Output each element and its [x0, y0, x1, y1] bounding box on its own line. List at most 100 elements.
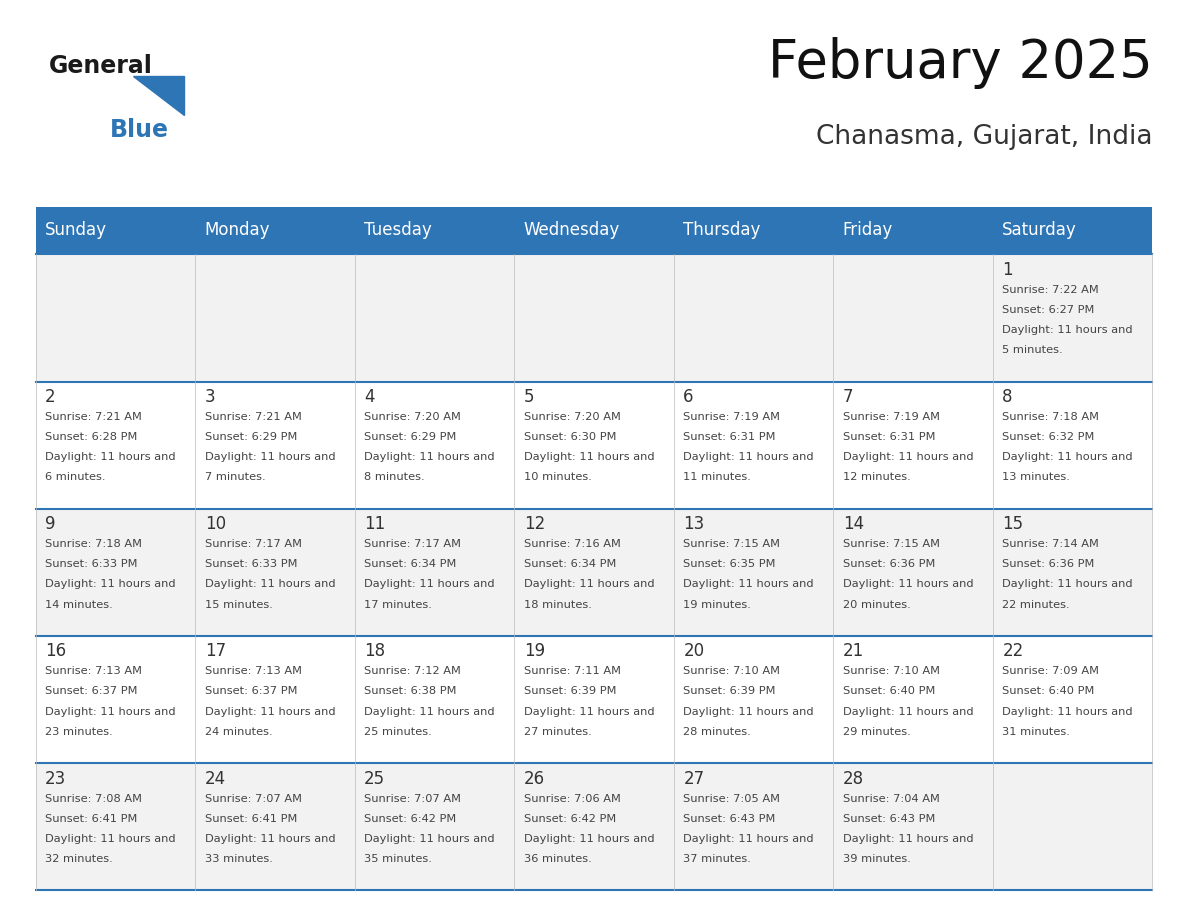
Text: 32 minutes.: 32 minutes.: [45, 854, 113, 864]
Text: Sunrise: 7:19 AM: Sunrise: 7:19 AM: [842, 412, 940, 421]
Text: Sunrise: 7:12 AM: Sunrise: 7:12 AM: [365, 666, 461, 677]
Text: February 2025: February 2025: [767, 37, 1152, 89]
Text: Sunrise: 7:07 AM: Sunrise: 7:07 AM: [204, 793, 302, 803]
Text: Sunrise: 7:04 AM: Sunrise: 7:04 AM: [842, 793, 940, 803]
Text: 2: 2: [45, 388, 56, 406]
Text: Daylight: 11 hours and: Daylight: 11 hours and: [524, 453, 655, 462]
Text: Sunset: 6:37 PM: Sunset: 6:37 PM: [204, 687, 297, 697]
Text: Sunrise: 7:10 AM: Sunrise: 7:10 AM: [842, 666, 940, 677]
Text: Friday: Friday: [842, 221, 893, 240]
Text: 13: 13: [683, 515, 704, 533]
Text: Sunrise: 7:07 AM: Sunrise: 7:07 AM: [365, 793, 461, 803]
Text: 9: 9: [45, 515, 56, 533]
Text: Sunrise: 7:08 AM: Sunrise: 7:08 AM: [45, 793, 143, 803]
Text: Sunset: 6:43 PM: Sunset: 6:43 PM: [683, 813, 776, 823]
Text: 19 minutes.: 19 minutes.: [683, 599, 751, 610]
Text: 5 minutes.: 5 minutes.: [1003, 345, 1063, 355]
Text: 19: 19: [524, 643, 545, 660]
Text: Sunset: 6:35 PM: Sunset: 6:35 PM: [683, 559, 776, 569]
Text: Sunrise: 7:11 AM: Sunrise: 7:11 AM: [524, 666, 621, 677]
Text: Sunset: 6:28 PM: Sunset: 6:28 PM: [45, 432, 138, 442]
Text: Sunrise: 7:06 AM: Sunrise: 7:06 AM: [524, 793, 620, 803]
Text: 36 minutes.: 36 minutes.: [524, 854, 592, 864]
Text: Sunset: 6:34 PM: Sunset: 6:34 PM: [365, 559, 456, 569]
Bar: [36, 207, 1152, 254]
Text: Daylight: 11 hours and: Daylight: 11 hours and: [524, 579, 655, 589]
Text: 29 minutes.: 29 minutes.: [842, 727, 910, 737]
Text: 24 minutes.: 24 minutes.: [204, 727, 272, 737]
Text: Daylight: 11 hours and: Daylight: 11 hours and: [365, 707, 495, 717]
Text: 17 minutes.: 17 minutes.: [365, 599, 432, 610]
Text: 31 minutes.: 31 minutes.: [1003, 727, 1070, 737]
Text: Daylight: 11 hours and: Daylight: 11 hours and: [524, 834, 655, 844]
Text: 13 minutes.: 13 minutes.: [1003, 473, 1070, 482]
Text: 28: 28: [842, 769, 864, 788]
Text: Saturday: Saturday: [1003, 221, 1078, 240]
Text: 12: 12: [524, 515, 545, 533]
Text: Sunrise: 7:16 AM: Sunrise: 7:16 AM: [524, 539, 620, 549]
Bar: [36, 382, 1152, 509]
Bar: [36, 763, 1152, 890]
Text: Sunset: 6:37 PM: Sunset: 6:37 PM: [45, 687, 138, 697]
Text: 14: 14: [842, 515, 864, 533]
Text: Wednesday: Wednesday: [524, 221, 620, 240]
Text: 15 minutes.: 15 minutes.: [204, 599, 272, 610]
Text: Sunday: Sunday: [45, 221, 107, 240]
Text: Sunset: 6:27 PM: Sunset: 6:27 PM: [1003, 305, 1094, 315]
Text: 35 minutes.: 35 minutes.: [365, 854, 432, 864]
Text: Sunrise: 7:09 AM: Sunrise: 7:09 AM: [1003, 666, 1099, 677]
Text: Sunrise: 7:18 AM: Sunrise: 7:18 AM: [45, 539, 143, 549]
Text: 27 minutes.: 27 minutes.: [524, 727, 592, 737]
Text: Sunset: 6:33 PM: Sunset: 6:33 PM: [204, 559, 297, 569]
Text: 12 minutes.: 12 minutes.: [842, 473, 910, 482]
Text: Daylight: 11 hours and: Daylight: 11 hours and: [842, 453, 973, 462]
Text: 27: 27: [683, 769, 704, 788]
Text: 21: 21: [842, 643, 864, 660]
Text: Daylight: 11 hours and: Daylight: 11 hours and: [45, 707, 176, 717]
Text: Daylight: 11 hours and: Daylight: 11 hours and: [204, 579, 335, 589]
Text: Sunset: 6:32 PM: Sunset: 6:32 PM: [1003, 432, 1094, 442]
Text: 4: 4: [365, 388, 374, 406]
Text: 22 minutes.: 22 minutes.: [1003, 599, 1070, 610]
Text: Sunset: 6:40 PM: Sunset: 6:40 PM: [1003, 687, 1094, 697]
Text: Daylight: 11 hours and: Daylight: 11 hours and: [365, 453, 495, 462]
Text: 6: 6: [683, 388, 694, 406]
Text: 7 minutes.: 7 minutes.: [204, 473, 265, 482]
Text: 17: 17: [204, 643, 226, 660]
Text: Sunrise: 7:10 AM: Sunrise: 7:10 AM: [683, 666, 781, 677]
Text: Monday: Monday: [204, 221, 270, 240]
Text: Sunset: 6:43 PM: Sunset: 6:43 PM: [842, 813, 935, 823]
Text: 20: 20: [683, 643, 704, 660]
Text: Daylight: 11 hours and: Daylight: 11 hours and: [365, 579, 495, 589]
Text: Daylight: 11 hours and: Daylight: 11 hours and: [1003, 325, 1133, 335]
Text: Sunset: 6:31 PM: Sunset: 6:31 PM: [842, 432, 935, 442]
Text: Sunset: 6:36 PM: Sunset: 6:36 PM: [842, 559, 935, 569]
Text: Daylight: 11 hours and: Daylight: 11 hours and: [683, 579, 814, 589]
Text: Sunrise: 7:20 AM: Sunrise: 7:20 AM: [524, 412, 620, 421]
Text: 11: 11: [365, 515, 385, 533]
Text: Sunset: 6:29 PM: Sunset: 6:29 PM: [365, 432, 456, 442]
Text: 25: 25: [365, 769, 385, 788]
Text: Sunrise: 7:20 AM: Sunrise: 7:20 AM: [365, 412, 461, 421]
Text: 37 minutes.: 37 minutes.: [683, 854, 751, 864]
Text: Daylight: 11 hours and: Daylight: 11 hours and: [1003, 453, 1133, 462]
Text: Thursday: Thursday: [683, 221, 760, 240]
Text: Daylight: 11 hours and: Daylight: 11 hours and: [204, 707, 335, 717]
Bar: [36, 636, 1152, 763]
Text: Sunset: 6:29 PM: Sunset: 6:29 PM: [204, 432, 297, 442]
Text: 10: 10: [204, 515, 226, 533]
Text: Sunrise: 7:19 AM: Sunrise: 7:19 AM: [683, 412, 781, 421]
Text: Daylight: 11 hours and: Daylight: 11 hours and: [683, 453, 814, 462]
Text: Sunrise: 7:13 AM: Sunrise: 7:13 AM: [45, 666, 143, 677]
Text: Sunset: 6:31 PM: Sunset: 6:31 PM: [683, 432, 776, 442]
Bar: [36, 254, 1152, 382]
Text: 22: 22: [1003, 643, 1024, 660]
Text: 3: 3: [204, 388, 215, 406]
Text: Daylight: 11 hours and: Daylight: 11 hours and: [683, 834, 814, 844]
Text: Sunset: 6:42 PM: Sunset: 6:42 PM: [524, 813, 617, 823]
Text: 10 minutes.: 10 minutes.: [524, 473, 592, 482]
Text: Daylight: 11 hours and: Daylight: 11 hours and: [45, 834, 176, 844]
Text: Sunset: 6:38 PM: Sunset: 6:38 PM: [365, 687, 456, 697]
Text: Sunset: 6:42 PM: Sunset: 6:42 PM: [365, 813, 456, 823]
Text: Sunset: 6:39 PM: Sunset: 6:39 PM: [683, 687, 776, 697]
